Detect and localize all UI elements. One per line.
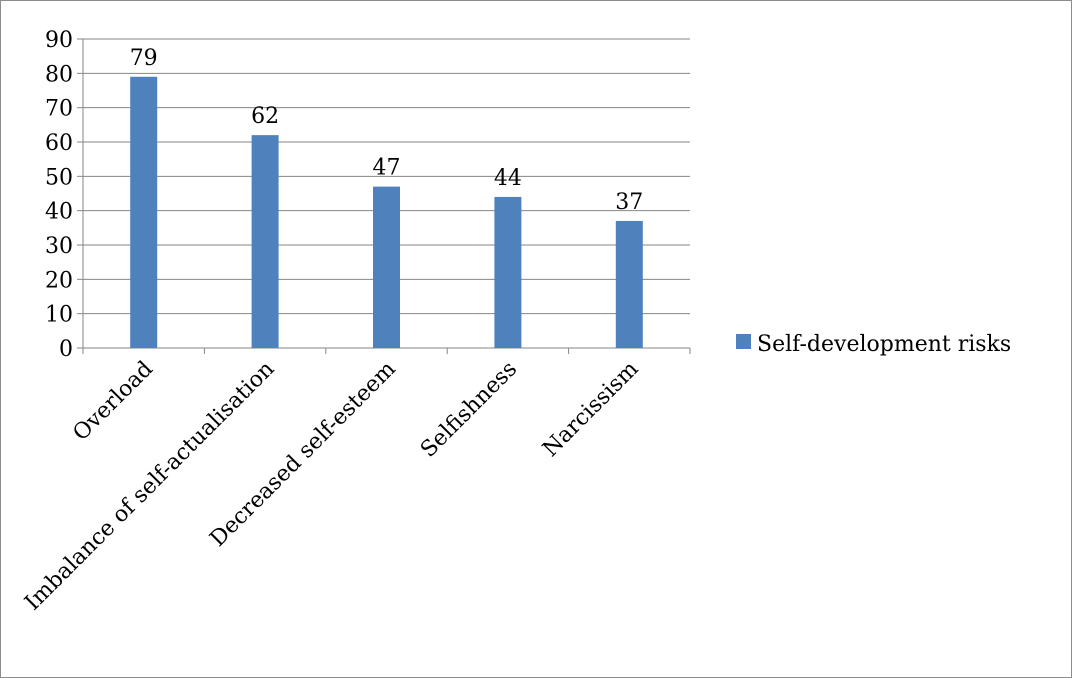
legend: Self-development risks [736, 332, 1011, 357]
bar [373, 186, 400, 348]
bar [494, 196, 522, 348]
data-label: 44 [494, 166, 522, 191]
y-tick-label: 60 [45, 131, 73, 156]
bar [130, 76, 158, 349]
y-tick-label: 40 [45, 200, 73, 225]
y-tick-label: 80 [45, 62, 73, 87]
data-labels: 79 62 47 44 37 [130, 46, 644, 215]
data-label: 79 [130, 46, 158, 71]
y-tick-label: 90 [45, 28, 73, 53]
legend-swatch [736, 334, 751, 349]
y-tick-label: 10 [45, 303, 73, 328]
y-tick-label: 20 [45, 268, 73, 293]
y-tick-label: 0 [59, 337, 73, 362]
bar [251, 135, 279, 348]
bars [130, 76, 643, 349]
data-label: 62 [251, 104, 279, 129]
x-tick-label: Narcissism [538, 356, 643, 461]
y-tick-label: 70 [45, 97, 73, 122]
legend-label: Self-development risks [757, 332, 1011, 357]
y-tick-labels: 0 10 20 30 40 50 60 70 80 90 [45, 28, 73, 362]
data-label: 37 [615, 190, 643, 215]
x-tick-label: Overload [69, 357, 158, 446]
x-tick-label: Imbalance of self-actualisation [20, 357, 279, 616]
data-label: 47 [373, 156, 401, 181]
x-tick-label: Selfishness [416, 357, 522, 463]
gridlines [83, 38, 690, 315]
y-tick-label: 50 [45, 165, 73, 190]
bar [615, 220, 643, 348]
y-tick-label: 30 [45, 234, 73, 259]
